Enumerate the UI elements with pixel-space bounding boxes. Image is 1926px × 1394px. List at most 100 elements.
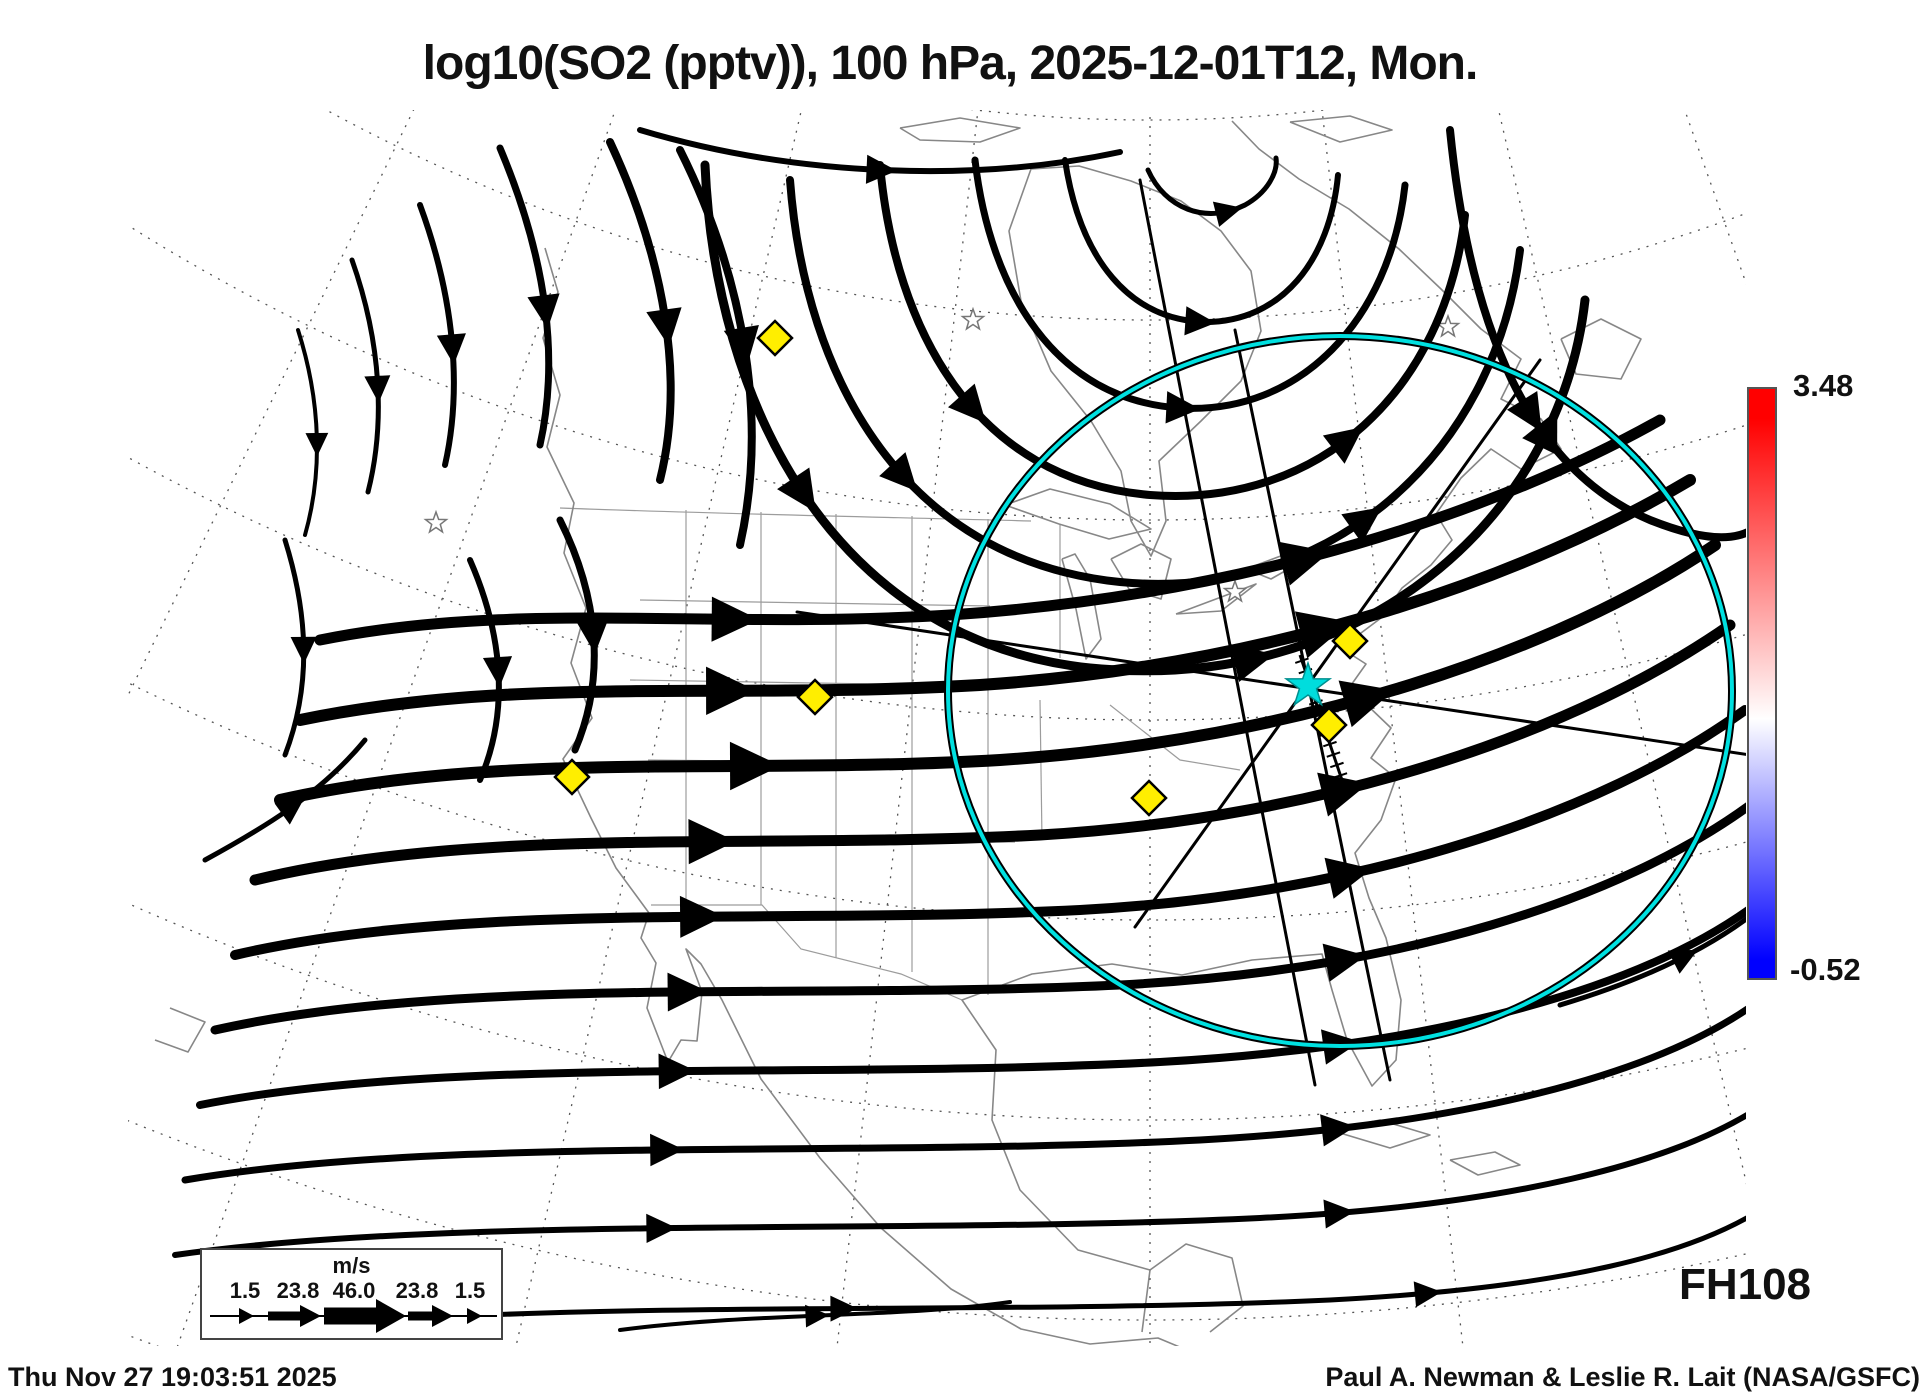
streamline-arrowhead <box>305 432 329 457</box>
track-tick <box>1333 772 1348 779</box>
streamline-arrowhead <box>658 1053 696 1090</box>
streamline-arrowhead <box>482 656 513 688</box>
streamline-arrowhead <box>711 596 760 642</box>
coastline <box>1449 1151 1521 1176</box>
wind-streamline <box>274 539 1721 806</box>
wind-legend-values: 1.5 23.8 46.0 23.8 1.5 <box>202 1278 501 1303</box>
credit-text: Paul A. Newman & Leslie R. Lait (NASA/GS… <box>1325 1362 1920 1392</box>
streamline-arrowhead <box>527 293 560 329</box>
coastline <box>542 247 1180 1346</box>
wind-scale-bar <box>324 1307 384 1325</box>
wind-streamline <box>786 176 1524 588</box>
track-tick <box>1329 761 1344 769</box>
streamline-arrowhead <box>688 819 736 865</box>
streamline-arrowhead <box>274 798 305 825</box>
streamline-arrowhead <box>723 325 759 365</box>
great-circle-line <box>1138 178 1317 1087</box>
wind-streamline <box>196 906 1746 1109</box>
wind-speed-legend: m/s 1.5 23.8 46.0 23.8 1.5 <box>200 1248 503 1340</box>
graticule-meridian <box>128 110 415 697</box>
graticule-parallel <box>128 1119 1746 1320</box>
wind-streamline <box>296 328 319 537</box>
wind-streamline <box>349 257 381 495</box>
wind-scale-bar <box>408 1311 440 1321</box>
wind-scale-arrowhead <box>239 1308 254 1324</box>
wind-scale-arrowhead <box>300 1305 321 1327</box>
streamline-arrowhead <box>646 1213 677 1243</box>
site-marker-diamond <box>1331 622 1369 660</box>
graticule-meridian <box>836 110 979 1346</box>
streamline-arrowhead <box>364 375 391 403</box>
streamline-arrowhead <box>436 333 466 365</box>
wind-streamline <box>314 414 1666 646</box>
coastline <box>1008 165 1262 557</box>
graticule-parallel <box>326 110 1746 321</box>
wind-legend-value: 46.0 <box>332 1278 376 1303</box>
great-circle-line <box>795 610 1746 756</box>
streamline-arrowhead <box>729 741 781 791</box>
streamline-arrowhead <box>706 666 757 716</box>
graticule-parallel <box>128 224 1746 521</box>
streamline-arrowhead <box>830 1295 858 1322</box>
site-marker-diamond <box>1310 706 1348 744</box>
great-circle-line <box>1233 328 1392 1082</box>
wind-scale-arrowhead <box>467 1308 482 1324</box>
state-border <box>1039 699 1043 841</box>
coastline <box>1004 488 1152 540</box>
wind-legend-value: 1.5 <box>229 1278 261 1303</box>
coastline <box>1289 115 1393 143</box>
wind-scale-arrow <box>210 1299 497 1333</box>
streamline-arrowhead <box>1230 644 1275 683</box>
track-tick <box>1336 782 1351 790</box>
streamline-arrowhead <box>1341 507 1382 544</box>
colorbar-min-label: -0.52 <box>1790 952 1861 987</box>
wind-streamline <box>876 161 1469 500</box>
streamline-arrowhead <box>650 1133 685 1167</box>
streamline-arrowhead <box>679 895 725 938</box>
coastline <box>1061 553 1102 660</box>
streamline-arrowhead <box>667 972 709 1012</box>
coastline <box>899 117 1021 143</box>
plot-title: log10(SO2 (pptv)), 100 hPa, 2025-12-01T1… <box>422 37 1479 90</box>
track-tick <box>1294 657 1309 664</box>
wind-streamline <box>971 156 1409 412</box>
streamline-arrowhead <box>805 1304 830 1328</box>
streamline-arrowhead <box>777 467 816 513</box>
wind-legend-value: 23.8 <box>276 1278 320 1303</box>
streamline-arrowhead <box>879 452 918 492</box>
graticule-meridian <box>1321 110 1464 1346</box>
wind-scale-arrowhead <box>376 1299 406 1333</box>
streamline-arrowhead <box>1338 680 1395 728</box>
track-tick <box>1312 709 1327 717</box>
wind-streamline <box>230 705 1746 960</box>
wind-streamline <box>210 802 1746 1035</box>
state-border <box>1109 704 1241 771</box>
wind-legend-value: 23.8 <box>395 1278 439 1303</box>
wind-scale-arrowhead <box>432 1305 453 1327</box>
city-star-icon <box>423 509 449 534</box>
site-marker-diamond <box>553 758 591 796</box>
track-tick <box>1326 751 1341 758</box>
track-tick <box>1322 740 1337 748</box>
wind-scale-bar <box>268 1311 306 1321</box>
streamline-arrowhead <box>1506 391 1542 432</box>
streamline-arrowhead <box>576 618 609 654</box>
wind-streamline <box>1062 157 1341 326</box>
streamline-arrowhead <box>646 307 682 347</box>
streamline-arrowhead <box>1323 1199 1355 1229</box>
wind-streamline <box>327 1215 1746 1328</box>
wind-streamline <box>249 619 1736 886</box>
site-marker-diamond <box>1130 779 1168 817</box>
state-border <box>639 599 991 607</box>
streamline-arrowhead <box>1320 1114 1356 1147</box>
graticule-meridian <box>515 110 803 1346</box>
volcano-star-marker <box>1283 660 1333 707</box>
colorbar-max-label: 3.48 <box>1793 368 1854 403</box>
range-ring <box>946 334 1734 1048</box>
graticule-parallel <box>971 110 1329 121</box>
streamline-arrowhead <box>1413 1281 1442 1308</box>
coastline <box>1141 1243 1244 1333</box>
